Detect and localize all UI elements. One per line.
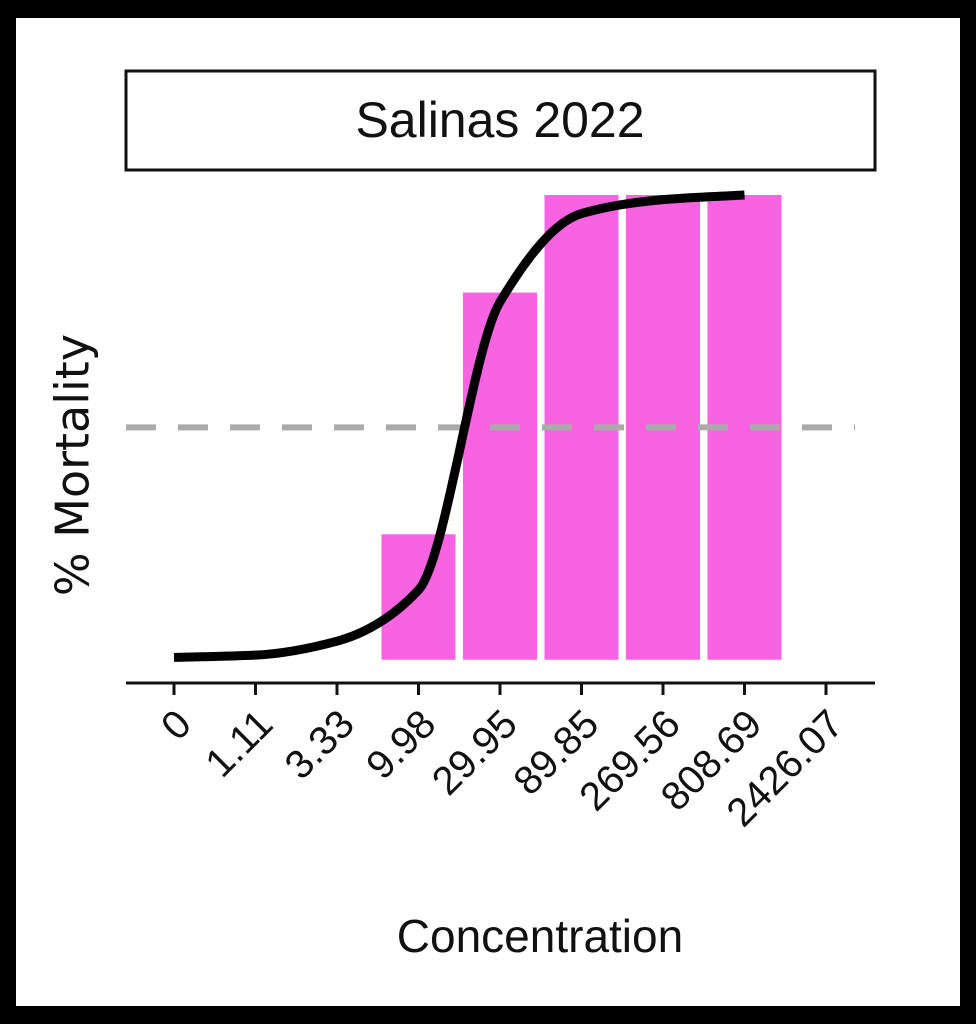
fit-curve — [173, 190, 745, 662]
bar — [463, 292, 537, 660]
title-box — [124, 69, 877, 172]
x-axis-label: Concentration — [397, 910, 683, 962]
chart-title: Salinas 2022 — [355, 92, 644, 148]
bar — [381, 534, 456, 660]
y-axis-label: % Mortality — [46, 334, 100, 596]
